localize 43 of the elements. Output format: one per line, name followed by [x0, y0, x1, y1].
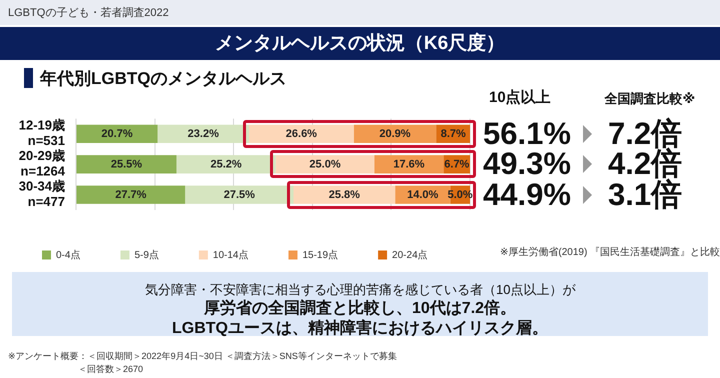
chart-subtitle: 年代別LGBTQのメンタルヘルス	[40, 68, 286, 90]
bar	[354, 124, 436, 143]
data-label: 26.6%	[286, 128, 318, 140]
data-label: 27.7%	[115, 188, 147, 201]
y-tick-label: 20-29歳 n=1264	[18, 148, 66, 179]
data-label: 20.9%	[379, 128, 411, 140]
legend-label: 15-19点	[302, 248, 338, 261]
text: 厚労省の全国調査と比較し、10代は7.2倍。	[204, 298, 516, 319]
legend-label: 20-24点	[392, 248, 428, 261]
bar	[76, 155, 176, 174]
y-tick-label: 30-34歳 n=477	[18, 178, 65, 210]
text: LGBTQの子ども・若者調査2022	[8, 6, 169, 20]
text: 10点以上	[489, 88, 551, 107]
y-tick-label: 12-19歳 n=531	[18, 118, 65, 148]
legend-label: 10-14点	[212, 248, 248, 261]
bar	[248, 124, 354, 143]
text: ※アンケート概要：＜回収期間＞2022年9月4日~30日 ＜調査方法＞SNS等インターネットで募集	[8, 350, 397, 363]
text: ※厚生労働省(2019) 『国民生活基礎調査』と比較	[500, 246, 720, 259]
bar	[374, 155, 444, 174]
data-label: 23.2%	[188, 128, 220, 140]
data-label: 17.6%	[393, 158, 425, 170]
data-label: 25.5%	[110, 158, 142, 170]
data-label: 6.7%	[444, 158, 470, 170]
data-label: 20.7%	[101, 128, 133, 140]
text: 気分障害・不安障害に相当する心理的苦痛を感じている者（10点以上）が	[145, 281, 576, 299]
text: LGBTQユースは、精神障害におけるハイリスク層。	[172, 318, 548, 339]
data-label: 25.2%	[210, 158, 242, 170]
chart-title: メンタルヘルスの状況（K6尺度）	[0, 27, 720, 60]
bar	[176, 155, 276, 174]
text: ＜回答数＞2670	[78, 363, 144, 376]
data-label: 27.5%	[224, 188, 256, 201]
data-label: 14.0%	[407, 188, 439, 201]
bar	[76, 186, 186, 204]
bar	[185, 186, 294, 204]
data-label: 25.8%	[328, 188, 360, 201]
text: 全国調査比較※	[604, 90, 696, 108]
data-label: 25.0%	[309, 158, 341, 170]
data-label: 8.7%	[440, 128, 466, 140]
bar	[276, 155, 374, 174]
bar	[76, 124, 158, 143]
legend-label: 0-4点	[56, 248, 80, 261]
legend-label: 5-9点	[134, 248, 159, 261]
bar	[293, 186, 396, 204]
